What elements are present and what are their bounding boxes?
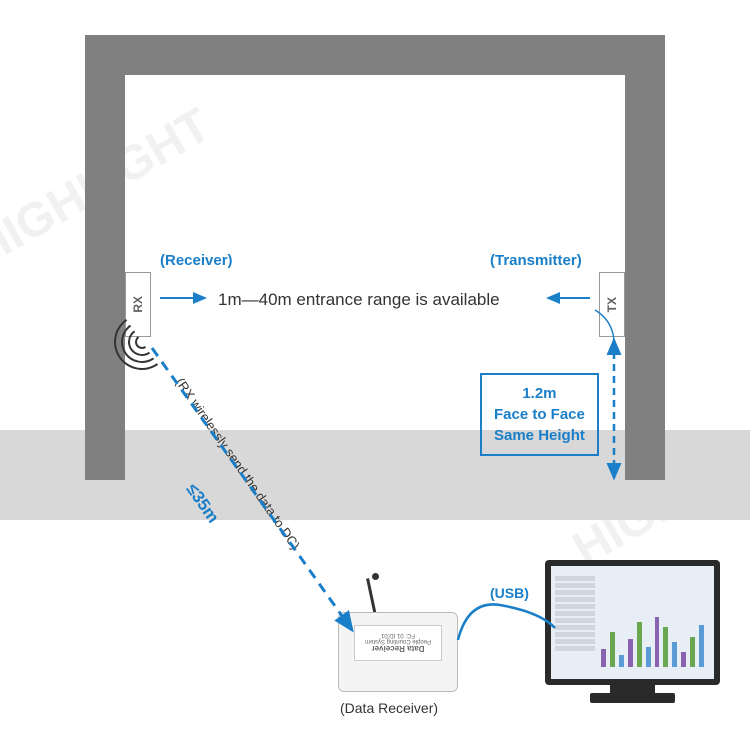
receiver-caption: (Data Receiver) [340,700,438,716]
chart-bar [646,647,651,667]
door-frame-left [85,35,125,480]
chart-bar [610,632,615,667]
receiver-label-plate: Data Receiver People Counting System FC:… [354,625,442,661]
receiver-id: FC: 01 ID:01 [381,633,415,639]
chart-bar [681,652,686,667]
chart-bar [663,627,668,667]
height-value: 1.2m [494,383,585,404]
door-frame-right [625,35,665,480]
height-info-box: 1.2m Face to Face Same Height [480,373,599,456]
antenna-icon [366,578,377,616]
chart-sidebar [555,576,595,669]
data-receiver-device: Data Receiver People Counting System FC:… [338,612,458,692]
receiver-title: Data Receiver [372,645,425,654]
usb-label: (USB) [490,585,529,601]
entrance-range-text: 1m—40m entrance range is available [218,290,500,310]
chart-bar [699,625,704,667]
tx-sensor: TX [599,272,625,337]
tx-callout: (Transmitter) [490,252,582,269]
receiver-subtitle: People Counting System [365,639,431,645]
chart-bar [628,639,633,667]
chart-bar [672,642,677,667]
computer-monitor [545,560,720,685]
height-face: Face to Face [494,404,585,425]
rx-label: RX [131,296,145,313]
antenna-tip-icon [372,573,379,580]
chart-bar [619,655,624,667]
monitor-stand [610,685,655,693]
door-frame-top [85,35,665,75]
height-same: Same Height [494,425,585,446]
monitor-base [590,693,675,703]
tx-label: TX [605,297,619,312]
chart-bar [690,637,695,667]
rx-callout: (Receiver) [160,252,233,269]
chart-bar [655,617,660,667]
chart-bar [637,622,642,667]
monitor-screen [551,566,714,679]
chart-bar [601,649,606,667]
bar-chart [601,612,704,667]
